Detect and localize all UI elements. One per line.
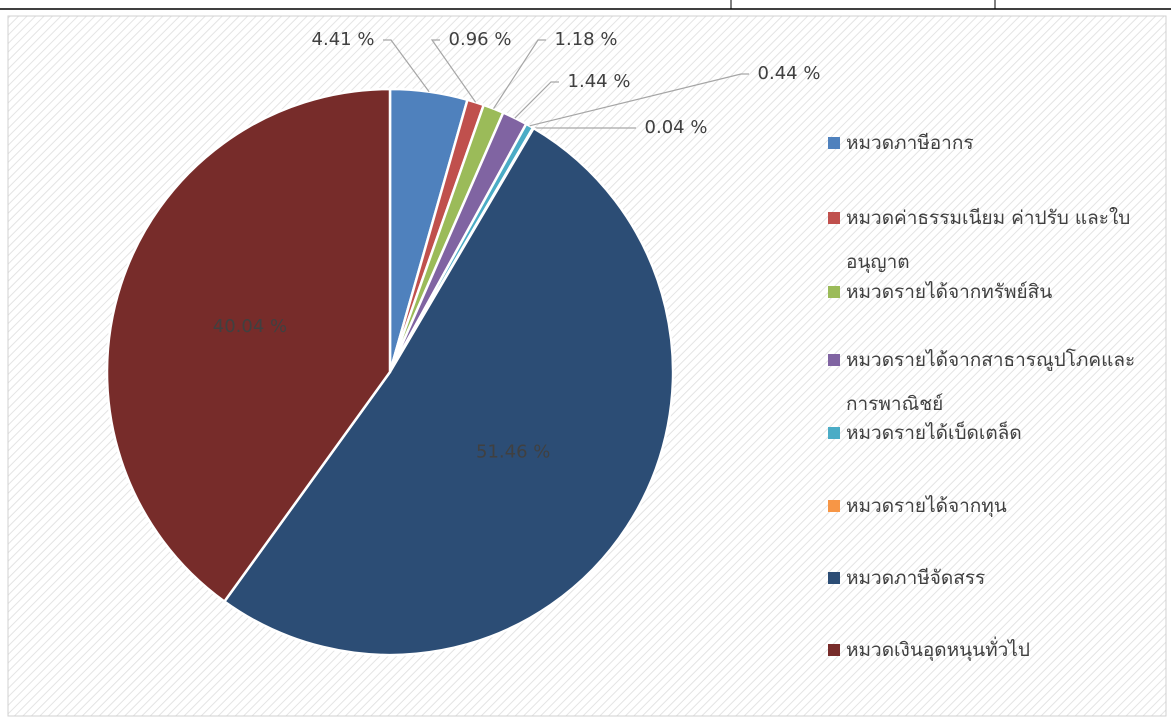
- data-label: 1.44 %: [568, 71, 631, 92]
- data-label: 1.18 %: [555, 29, 618, 50]
- data-label: 0.96 %: [449, 29, 512, 50]
- legend-label: หมวดเงินอุดหนุนทั่วไป: [846, 628, 1166, 672]
- legend-label: หมวดภาษีอากร: [846, 121, 1166, 165]
- legend-label: หมวดภาษีจัดสรร: [846, 556, 1166, 600]
- data-label: 4.41 %: [312, 29, 375, 50]
- data-label: 0.04 %: [645, 117, 708, 138]
- data-label: 51.46 %: [476, 441, 550, 462]
- legend-item: หมวดเงินอุดหนุนทั่วไป: [846, 628, 1166, 720]
- legend-swatch: [828, 500, 840, 512]
- legend-label: หมวดรายได้จากทุน: [846, 484, 1166, 528]
- legend-label: หมวดรายได้จากทรัพย์สิน: [846, 270, 1166, 314]
- legend-swatch: [828, 572, 840, 584]
- legend-swatch: [828, 137, 840, 149]
- legend-swatch: [828, 354, 840, 366]
- data-label: 0.44 %: [758, 63, 821, 84]
- data-label: 40.04 %: [213, 316, 287, 337]
- legend-swatch: [828, 286, 840, 298]
- legend-swatch: [828, 427, 840, 439]
- legend-swatch: [828, 212, 840, 224]
- legend-swatch: [828, 644, 840, 656]
- legend-label: หมวดรายได้เบ็ดเตล็ด: [846, 411, 1166, 455]
